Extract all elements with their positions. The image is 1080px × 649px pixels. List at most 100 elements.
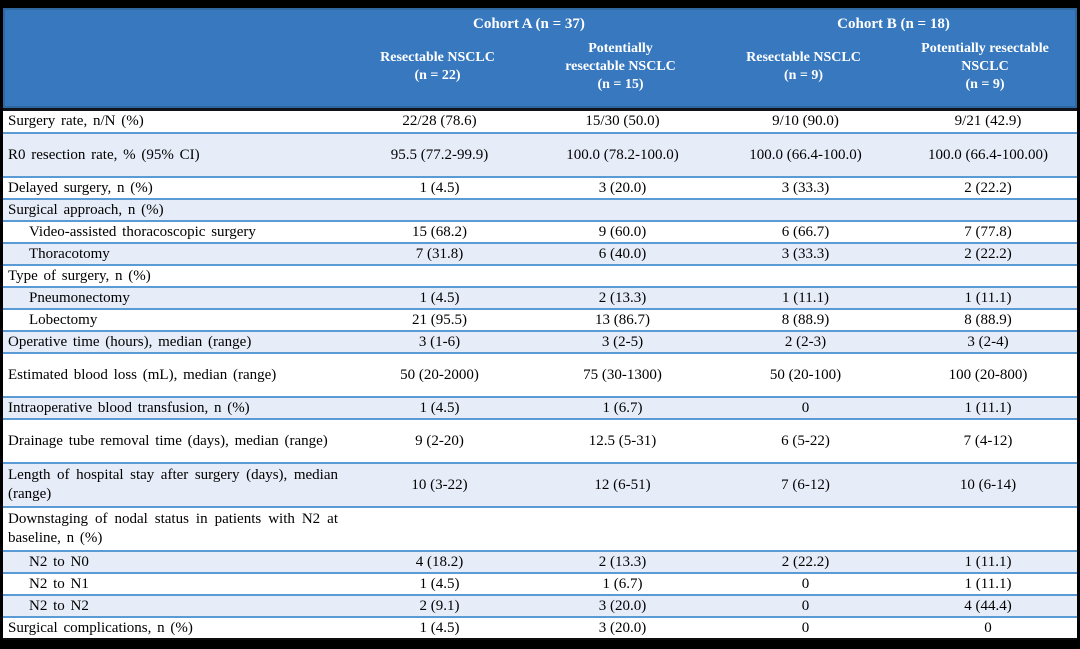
outcomes-table: Cohort A (n = 37) Cohort B (n = 18) Rese…: [3, 8, 1077, 640]
cell-value: 2 (22.2): [964, 245, 1012, 262]
cell-value: 8 (88.9): [964, 311, 1012, 328]
cell-value: 1 (4.5): [419, 179, 460, 196]
cell-value: 15/30 (50.0): [585, 113, 660, 129]
cell-value: 3 (33.3): [781, 245, 830, 262]
cell-value: 1 (6.7): [602, 399, 643, 416]
table-header: Cohort A (n = 37) Cohort B (n = 18) Rese…: [3, 8, 1077, 108]
cell-value: 3 (20.0): [598, 597, 647, 614]
cell-value: 95.5 (77.2-99.9): [390, 146, 489, 163]
column-header-resectable-b: Resectable NSCLC (n = 9): [746, 50, 861, 83]
cell-value: 2 (13.3): [598, 553, 647, 570]
cell-value: 8 (88.9): [781, 311, 830, 328]
cell-value: 13 (86.7): [595, 311, 650, 328]
cohort-b-header: Cohort B (n = 18): [837, 16, 950, 32]
table-row: N2 to N2 2 (9.1) 3 (20.0) 0 4 (44.4): [3, 594, 1077, 616]
cell-value: 1 (11.1): [964, 575, 1012, 592]
cell-value: 7 (31.8): [415, 245, 464, 262]
table-row: N2 to N0 4 (18.2) 2 (13.3) 2 (22.2) 1 (11.1): [3, 550, 1077, 572]
row-label: Surgery rate, n/N (%): [8, 113, 144, 129]
cell-value: 3 (2-5): [601, 333, 644, 350]
cell-value: 0: [801, 597, 810, 614]
cell-value: 2 (22.2): [781, 553, 830, 570]
cell-value: 9 (2-20): [415, 432, 464, 449]
row-label: Estimated blood loss (mL), median (range…: [8, 366, 277, 383]
cell-value: 100.0 (78.2-100.0): [566, 146, 679, 163]
table-body: Surgery rate, n/N (%) 22/28 (78.6) 15/30 (…: [3, 108, 1077, 640]
cell-value: 1 (11.1): [964, 553, 1012, 570]
cell-value: 2 (2-3): [784, 333, 827, 350]
cell-value: 1 (4.5): [419, 289, 460, 306]
cell-value: 9/10 (90.0): [772, 113, 839, 129]
cell-value: 1 (11.1): [964, 399, 1012, 416]
column-header-potentially-resectable-b: Potentially resectable NSCLC (n = 9): [921, 41, 1049, 92]
table-row: Intraoperative blood transfusion, n (%) 1…: [3, 396, 1077, 418]
cohort-a-header: Cohort A (n = 37): [473, 16, 585, 32]
cell-value: 0: [801, 575, 810, 592]
cell-value: 2 (22.2): [964, 179, 1012, 196]
row-label: N2 to N2: [29, 597, 89, 614]
table-row: Estimated blood loss (mL), median (range…: [3, 352, 1077, 396]
cell-value: 22/28 (78.6): [402, 113, 477, 129]
cell-value: 0: [801, 619, 810, 636]
row-label: N2 to N0: [29, 553, 89, 570]
cell-value: 1 (4.5): [419, 399, 460, 416]
row-label: Operative time (hours), median (range): [8, 333, 252, 350]
row-label: Delayed surgery, n (%): [8, 179, 153, 196]
cell-value: 75 (30-1300): [583, 366, 662, 383]
cell-value: 4 (44.4): [964, 597, 1012, 614]
table-row: Thoracotomy 7 (31.8) 6 (40.0) 3 (33.3) 2 (22…: [3, 242, 1077, 264]
row-label: Surgical approach, n (%): [8, 201, 164, 218]
table-row: Type of surgery, n (%): [3, 264, 1077, 286]
cell-value: 6 (66.7): [781, 223, 830, 240]
cell-value: 3 (20.0): [598, 179, 647, 196]
table-row: Length of hospital stay after surgery (d…: [3, 462, 1077, 506]
table-row: Drainage tube removal time (days), media…: [3, 418, 1077, 462]
cell-value: 1 (11.1): [964, 289, 1012, 306]
cell-value: 12 (6-51): [594, 476, 651, 493]
table-row: Surgical complications, n (%) 1 (4.5) 3 (2…: [3, 616, 1077, 638]
cell-value: 1 (4.5): [419, 575, 460, 592]
column-header-resectable-a: Resectable NSCLC (n = 22): [380, 50, 495, 83]
cell-value: 2 (13.3): [598, 289, 647, 306]
cell-value: 2 (9.1): [419, 597, 460, 614]
table-row: Video-assisted thoracoscopic surgery 15 (…: [3, 220, 1077, 242]
cell-value: 3 (1-6): [418, 333, 461, 350]
row-label: Thoracotomy: [29, 245, 110, 262]
cell-value: 7 (77.8): [964, 223, 1012, 240]
cell-value: 10 (6-14): [959, 476, 1017, 493]
cell-value: 1 (11.1): [782, 289, 829, 306]
table-row: Downstaging of nodal status in patients …: [3, 506, 1077, 550]
row-label: Length of hospital stay after surgery (d…: [8, 467, 338, 502]
cell-value: 4 (18.2): [415, 553, 464, 570]
table-row: Surgery rate, n/N (%) 22/28 (78.6) 15/30 (…: [3, 108, 1077, 132]
cell-value: 3 (2-4): [967, 333, 1009, 350]
cell-value: 12.5 (5-31): [588, 432, 657, 449]
table-row: Lobectomy 21 (95.5) 13 (86.7) 8 (88.9) 8 (88…: [3, 308, 1077, 330]
row-label: Intraoperative blood transfusion, n (%): [8, 399, 250, 416]
row-label: Drainage tube removal time (days), media…: [8, 432, 328, 449]
table-row: Pneumonectomy 1 (4.5) 2 (13.3) 1 (11.1) 1 (1…: [3, 286, 1077, 308]
cell-value: 7 (6-12): [781, 476, 830, 493]
cell-value: 6 (40.0): [598, 245, 647, 262]
row-label: Video-assisted thoracoscopic surgery: [29, 223, 256, 240]
cell-value: 3 (33.3): [781, 179, 830, 196]
cell-value: 0: [801, 399, 810, 416]
cell-value: 9/21 (42.9): [954, 113, 1022, 129]
row-label: Downstaging of nodal status in patients …: [8, 511, 338, 546]
cell-value: 1 (4.5): [419, 619, 460, 636]
row-label: Type of surgery, n (%): [8, 267, 151, 284]
row-label: N2 to N1: [29, 575, 89, 592]
cell-value: 7 (4-12): [963, 432, 1013, 449]
table-row: Operative time (hours), median (range) 3 …: [3, 330, 1077, 352]
cell-value: 3 (20.0): [598, 619, 647, 636]
cell-value: 1 (6.7): [602, 575, 643, 592]
cell-value: 9 (60.0): [598, 223, 647, 240]
column-header-potentially-resectable-a: Potentially resectable NSCLC (n = 15): [565, 41, 676, 92]
cell-value: 15 (68.2): [412, 223, 467, 240]
row-label: Pneumonectomy: [29, 289, 130, 306]
cell-value: 21 (95.5): [412, 311, 467, 328]
table-row: Delayed surgery, n (%) 1 (4.5) 3 (20.0) 3 (…: [3, 176, 1077, 198]
cell-value: 100.0 (66.4-100.00): [928, 146, 1048, 163]
cell-value: 0: [984, 619, 992, 636]
cell-value: 100 (20-800): [948, 366, 1028, 383]
